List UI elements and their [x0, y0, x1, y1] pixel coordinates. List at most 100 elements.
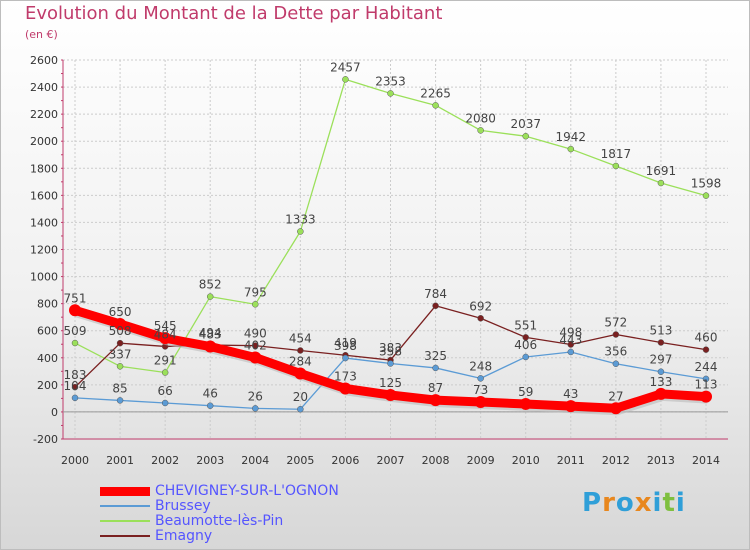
data-point: [342, 354, 349, 362]
data-point: [297, 347, 304, 354]
y-tick-label: 1000: [30, 271, 58, 284]
data-point: [702, 375, 710, 383]
chart-unit: (en €): [25, 28, 58, 41]
data-label: 2457: [330, 60, 361, 74]
data-point: [252, 301, 259, 308]
data-label: 1942: [556, 130, 587, 144]
data-point: [477, 315, 484, 322]
legend-label: Beaumotte-lès-Pin: [155, 513, 284, 529]
data-point: [657, 179, 665, 187]
data-point: [161, 369, 169, 376]
data-label: 2080: [465, 111, 496, 125]
data-point: [339, 382, 352, 395]
legend-label: Emagny: [155, 528, 213, 544]
data-label: 852: [199, 278, 222, 292]
data-label: 498: [559, 326, 582, 340]
data-point: [522, 334, 529, 341]
data-point: [432, 102, 439, 109]
y-tick-label: 800: [37, 298, 58, 311]
data-point: [432, 302, 439, 310]
data-point: [612, 360, 620, 367]
data-label: 43: [563, 387, 578, 401]
data-label: 87: [428, 381, 443, 395]
data-point: [71, 383, 79, 391]
data-point: [387, 90, 394, 97]
data-point: [297, 228, 304, 235]
axes: -200 0 200 400 600 800 1000 1200 1400 1600 1800 200…: [30, 54, 728, 467]
series-1: [71, 348, 710, 413]
legend-label: Brussey: [155, 498, 211, 514]
data-label: 751: [64, 291, 87, 305]
data-point: [342, 76, 349, 83]
data-label: 443: [559, 333, 582, 347]
data-point: [519, 397, 532, 410]
y-tick-label: 400: [37, 352, 58, 365]
y-tick-label: 1400: [30, 216, 58, 229]
data-label: 46: [203, 387, 218, 401]
data-point: [567, 341, 575, 348]
data-point: [252, 405, 259, 412]
y-tick-label: 200: [37, 379, 58, 392]
data-label: 297: [649, 353, 672, 367]
data-label: 183: [64, 368, 87, 382]
data-point: [69, 304, 81, 317]
data-label: 337: [109, 347, 132, 361]
data-label: 545: [154, 319, 177, 333]
data-label: 572: [604, 316, 627, 330]
data-label: 73: [473, 383, 488, 397]
data-label: 356: [604, 345, 627, 359]
data-label: 244: [695, 360, 718, 374]
data-label: 358: [379, 344, 402, 358]
data-label: 1333: [285, 212, 316, 226]
legend-swatch: [100, 505, 150, 507]
data-point: [116, 397, 124, 404]
logo-letter: o: [615, 488, 635, 518]
chart-title: Evolution du Montant de la Dette par Hab…: [25, 3, 443, 24]
data-label: 1817: [601, 147, 632, 161]
y-tick-label: -200: [33, 433, 58, 446]
series-0: [69, 304, 712, 416]
y-tick-label: 2400: [30, 81, 58, 94]
x-tick-label: 2001: [106, 454, 134, 467]
y-tick-label: 2000: [30, 135, 58, 148]
x-tick-label: 2003: [196, 454, 224, 467]
proxiti-logo: Proxiti: [582, 488, 686, 518]
x-tick-label: 2013: [647, 454, 675, 467]
data-point: [702, 346, 710, 353]
y-tick-label: 1600: [30, 189, 58, 202]
data-label: 784: [424, 287, 447, 301]
line-chart: -200 0 200 400 600 800 1000 1200 1400 1600 1800 200…: [30, 54, 728, 467]
data-point: [522, 132, 529, 140]
data-label: 419: [334, 336, 357, 350]
data-point: [249, 351, 262, 364]
data-point: [567, 348, 575, 356]
legend-label: CHEVIGNEY-SUR-L'OGNON: [155, 483, 339, 499]
data-point: [71, 394, 79, 402]
data-point: [206, 402, 214, 409]
x-tick-label: 2011: [557, 454, 585, 467]
data-label: 484: [154, 327, 177, 341]
y-tick-label: 2200: [30, 108, 58, 121]
data-point: [567, 145, 575, 153]
data-point: [564, 400, 577, 413]
x-tick-label: 2000: [61, 454, 89, 467]
data-label: 85: [112, 381, 127, 395]
data-point: [522, 353, 529, 361]
y-tick-label: 0: [51, 406, 58, 419]
data-point: [116, 339, 124, 347]
y-tick-label: 1200: [30, 244, 58, 257]
data-point: [612, 162, 620, 170]
data-label: 513: [649, 323, 672, 337]
x-tick-label: 2005: [286, 454, 314, 467]
x-tick-label: 2014: [692, 454, 720, 467]
data-point: [654, 387, 667, 400]
data-label: 2037: [510, 117, 541, 131]
data-label: 325: [424, 349, 447, 363]
data-label: 402: [244, 339, 267, 353]
data-point: [657, 368, 665, 375]
logo-letter: x: [634, 488, 653, 518]
data-point: [609, 402, 622, 415]
legend-swatch: [100, 486, 150, 496]
logo-letter: P: [582, 488, 603, 518]
data-label: 113: [695, 378, 718, 392]
